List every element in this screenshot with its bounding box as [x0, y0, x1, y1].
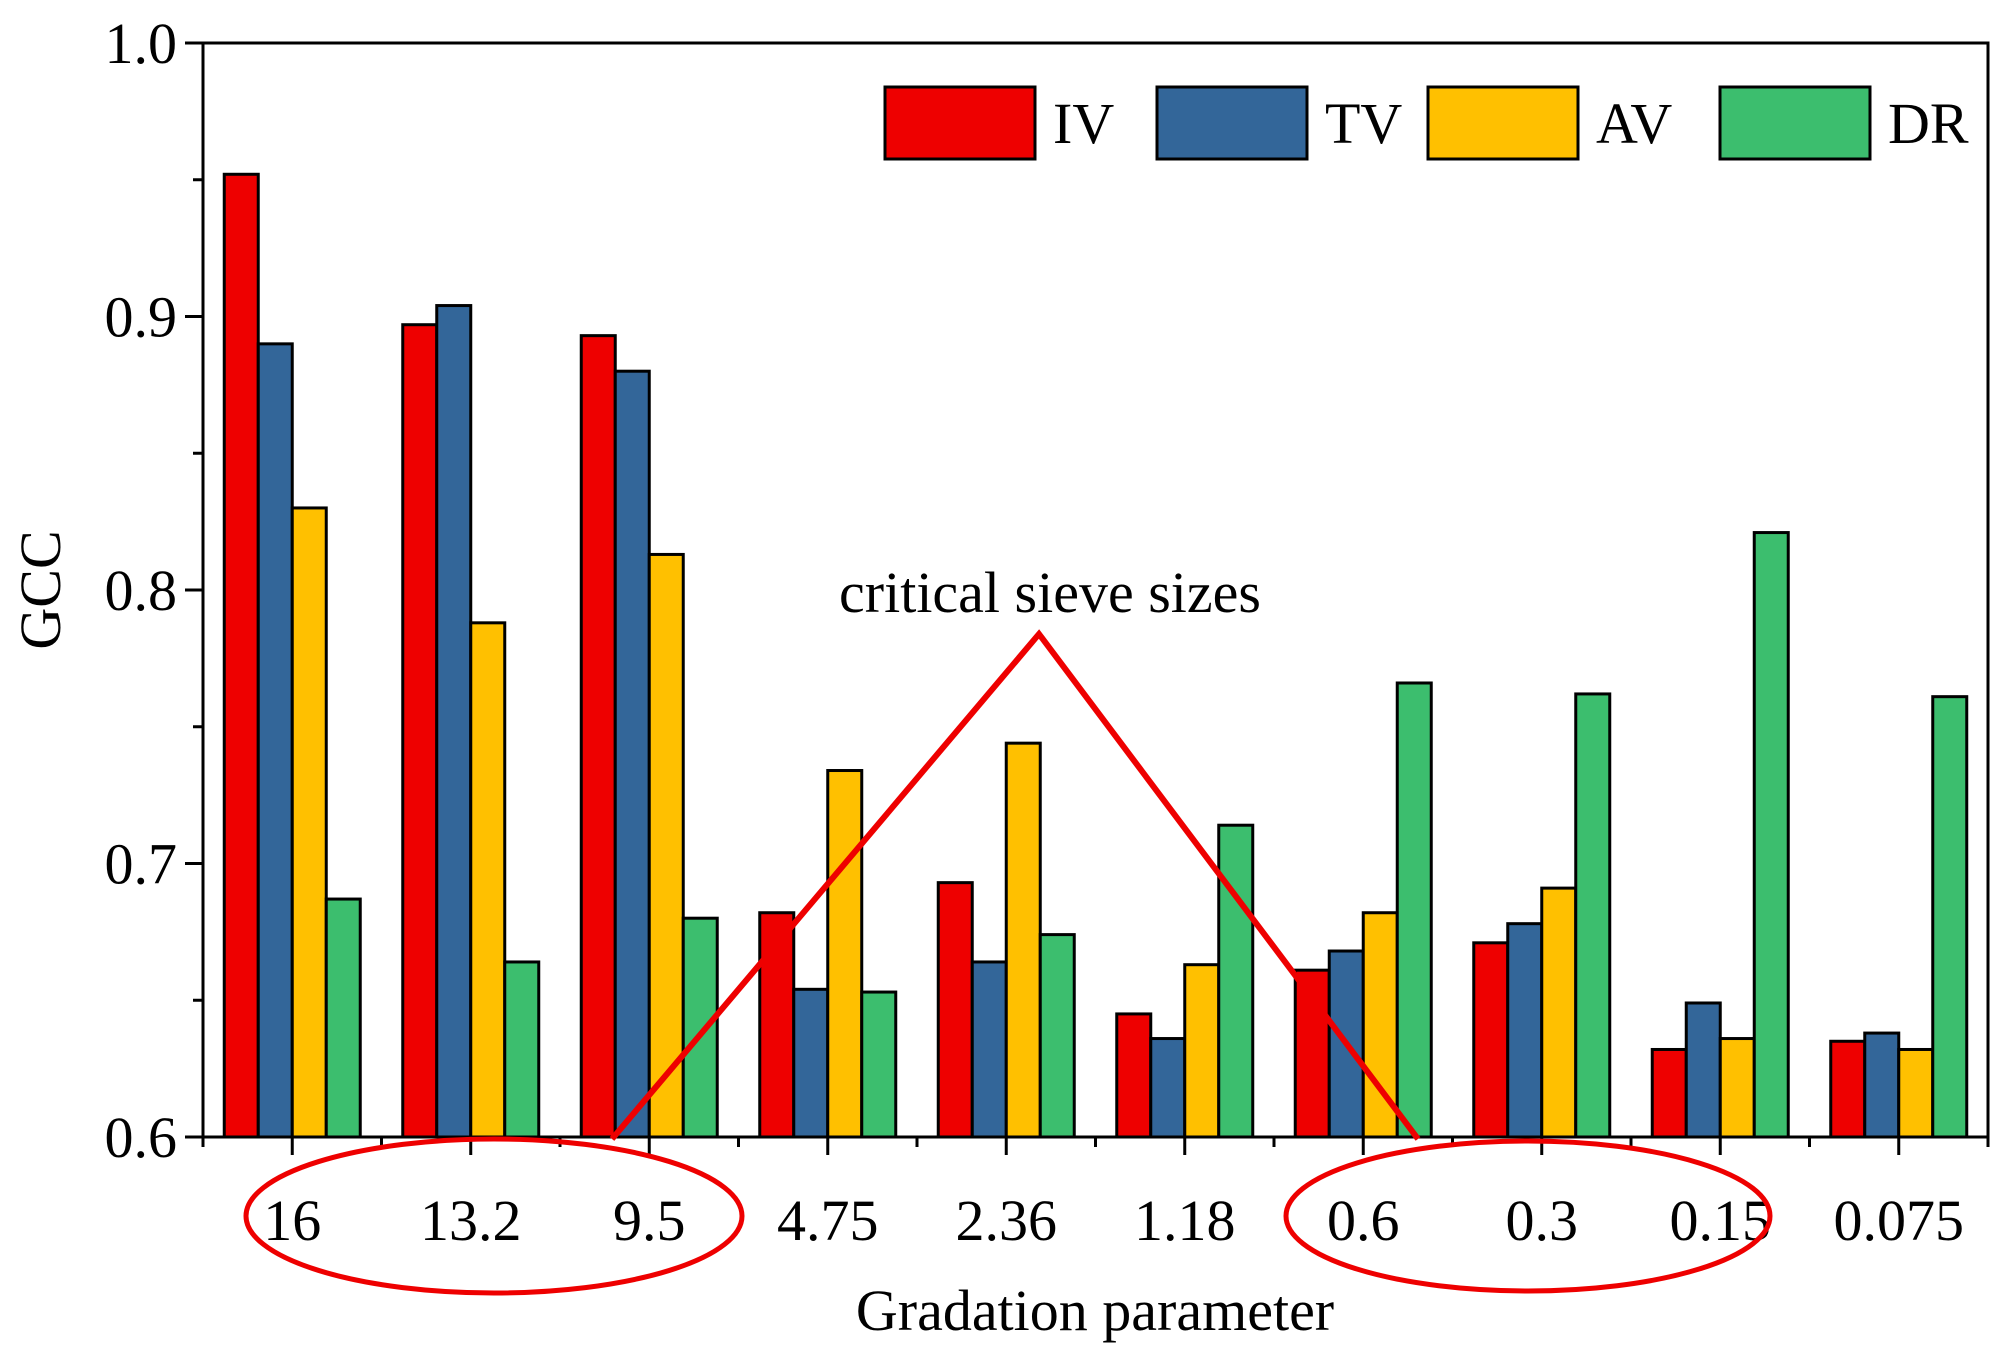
bars-layer — [222, 172, 1969, 1139]
y-tick-label: 1.0 — [105, 11, 178, 76]
bar-dr-0.3 — [1574, 692, 1612, 1139]
bar-tv-0.15 — [1684, 1001, 1722, 1139]
bar-iv-1.18 — [1115, 1012, 1153, 1139]
bar-iv-0.15 — [1650, 1047, 1688, 1139]
bar-tv-9.5 — [613, 369, 651, 1139]
bar-dr-4.75 — [860, 990, 898, 1139]
x-tick-label: 0.3 — [1506, 1188, 1579, 1253]
x-tick-label: 13.2 — [420, 1188, 522, 1253]
bar-tv-0.3 — [1506, 922, 1544, 1139]
legend-label-iv: IV — [1053, 91, 1114, 156]
bar-av-9.5 — [647, 552, 685, 1139]
bar-tv-1.18 — [1149, 1037, 1187, 1139]
bar-iv-9.5 — [579, 334, 617, 1139]
bar-dr-2.36 — [1038, 933, 1076, 1139]
bar-dr-13.2 — [503, 960, 541, 1139]
bar-iv-13.2 — [401, 323, 439, 1139]
highlight-ellipse-coarse — [243, 1136, 745, 1296]
bar-av-0.075 — [1897, 1047, 1935, 1139]
y-tick-label: 0.7 — [105, 832, 178, 897]
legend-label-tv: TV — [1325, 91, 1402, 156]
legend-label-dr: DR — [1888, 91, 1969, 156]
legend-swatch-dr — [1718, 85, 1872, 161]
bar-iv-16 — [222, 172, 260, 1139]
annotation-triangle-lines — [609, 629, 1421, 1141]
bar-av-2.36 — [1004, 741, 1042, 1139]
bar-av-0.3 — [1540, 886, 1578, 1139]
critical-sieve-annotation: critical sieve sizes — [243, 560, 1773, 1296]
bar-dr-1.18 — [1217, 823, 1255, 1139]
x-axis-ticks: 16 13.2 9.5 4.75 2.36 1.18 0.6 0.3 0.15 0.075 — [201, 1137, 1990, 1253]
y-tick-label: 0.8 — [105, 558, 178, 623]
bar-tv-13.2 — [435, 304, 473, 1139]
bar-dr-0.15 — [1752, 531, 1790, 1139]
y-tick-label: 0.6 — [105, 1105, 178, 1170]
bar-dr-0.6 — [1395, 681, 1433, 1139]
legend-label-av: AV — [1596, 91, 1672, 156]
x-tick-label: 16 — [263, 1188, 321, 1253]
x-tick-label: 1.18 — [1134, 1188, 1236, 1253]
highlight-ellipse-fine — [1283, 1138, 1773, 1294]
x-tick-label: 4.75 — [777, 1188, 879, 1253]
bar-av-4.75 — [826, 769, 864, 1139]
x-tick-label: 2.36 — [956, 1188, 1058, 1253]
bar-av-1.18 — [1183, 963, 1221, 1139]
bar-tv-16 — [256, 342, 294, 1139]
bar-dr-0.075 — [1931, 695, 1969, 1139]
bar-tv-2.36 — [970, 960, 1008, 1139]
y-tick-label: 0.9 — [105, 285, 178, 350]
legend: IV TV AV DR — [883, 85, 1969, 161]
bar-iv-2.36 — [936, 881, 974, 1139]
y-axis-ticks: 0.6 0.7 0.8 0.9 1.0 — [105, 11, 203, 1170]
x-tick-label: 0.6 — [1327, 1188, 1400, 1253]
x-tick-label: 0.075 — [1834, 1188, 1965, 1253]
x-axis-title: Gradation parameter — [856, 1278, 1334, 1343]
legend-swatch-av — [1426, 85, 1580, 161]
bar-av-16 — [290, 506, 328, 1139]
bar-av-0.15 — [1718, 1037, 1756, 1139]
bar-dr-9.5 — [681, 916, 719, 1139]
bar-av-13.2 — [469, 621, 507, 1139]
x-tick-label: 9.5 — [613, 1188, 686, 1253]
legend-swatch-tv — [1155, 85, 1309, 161]
annotation-text: critical sieve sizes — [839, 560, 1261, 625]
bar-dr-16 — [324, 897, 362, 1139]
y-axis-title: GCC — [8, 530, 73, 649]
bar-iv-0.075 — [1829, 1039, 1867, 1139]
legend-swatch-iv — [883, 85, 1037, 161]
bar-tv-4.75 — [792, 987, 830, 1139]
bar-iv-0.3 — [1472, 941, 1510, 1139]
bar-tv-0.075 — [1863, 1031, 1901, 1139]
